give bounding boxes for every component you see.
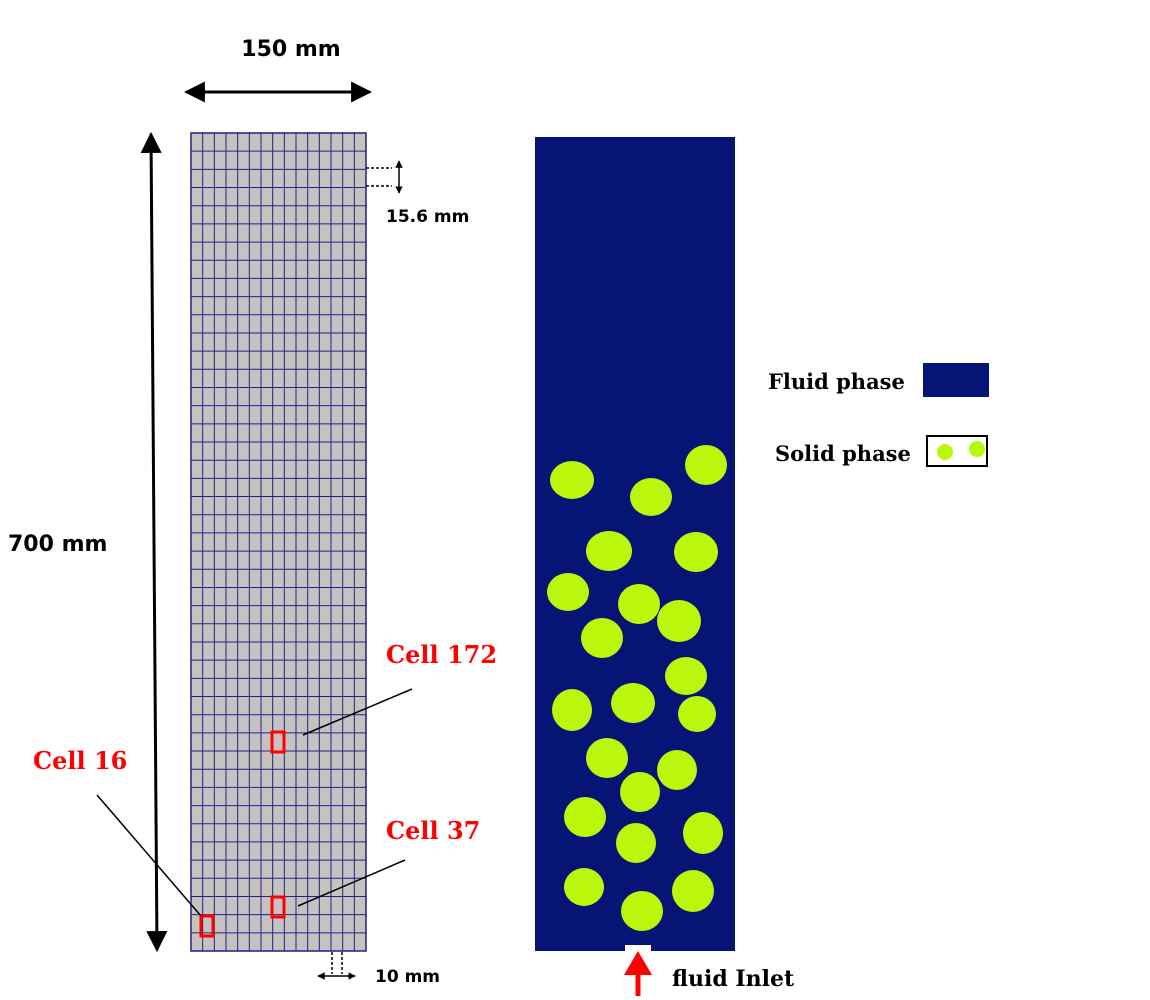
cell-height-label: 15.6 mm — [386, 207, 469, 227]
particle — [581, 618, 623, 658]
particle — [657, 600, 701, 642]
inlet-arrow — [624, 951, 652, 996]
particle — [611, 683, 655, 723]
particle — [672, 870, 714, 912]
height-dimension: 700 mm — [8, 131, 168, 953]
particle — [685, 445, 727, 485]
particle — [665, 657, 707, 695]
particle — [620, 772, 660, 812]
cell-16-marker — [199, 914, 215, 938]
cell-172-leader — [302, 688, 413, 736]
particle — [630, 478, 672, 516]
cell-172-marker — [270, 730, 286, 754]
cell-37-leader — [297, 859, 406, 907]
column-view: fluid Inlet — [535, 137, 795, 996]
legend-solid-label: Solid phase — [775, 441, 911, 466]
inlet-arrow-head — [624, 951, 652, 975]
particle — [621, 891, 663, 931]
particle — [616, 823, 656, 863]
cell-width-dimension: 10 mm — [317, 952, 440, 987]
legend-fluid-label: Fluid phase — [768, 369, 905, 394]
cell-172-label: Cell 172 — [386, 640, 497, 669]
inlet-opening — [625, 945, 651, 953]
particle — [547, 573, 589, 611]
mesh-grid — [190, 132, 367, 952]
cell-16-label: Cell 16 — [33, 746, 127, 775]
particle — [550, 461, 594, 499]
cell-height-dimension: 15.6 mm — [366, 160, 469, 227]
solid-particles — [547, 445, 727, 931]
inlet-label: fluid Inlet — [672, 966, 795, 992]
particle — [674, 532, 718, 572]
cell-37-marker — [270, 895, 286, 919]
width-dimension: 150 mm — [183, 37, 373, 103]
mesh-background — [190, 132, 367, 952]
legend: Fluid phase Solid phase — [768, 363, 989, 467]
particle — [564, 797, 606, 837]
particle — [683, 812, 723, 854]
particle — [657, 750, 697, 790]
particle — [618, 584, 660, 624]
particle — [564, 868, 604, 906]
height-arrow — [140, 131, 168, 953]
cell-16-leader — [96, 794, 202, 917]
height-label: 700 mm — [8, 532, 107, 557]
particle — [586, 738, 628, 778]
cell-width-label: 10 mm — [375, 967, 440, 987]
legend-particle — [969, 441, 985, 457]
particle — [586, 531, 632, 571]
particle — [678, 696, 716, 732]
cell-37-label: Cell 37 — [386, 816, 480, 845]
width-label: 150 mm — [241, 37, 340, 62]
legend-fluid-swatch — [923, 363, 989, 397]
highlighted-cells: Cell 16 Cell 37 Cell 172 — [33, 640, 497, 938]
legend-particle — [937, 444, 953, 460]
particle — [552, 689, 592, 731]
